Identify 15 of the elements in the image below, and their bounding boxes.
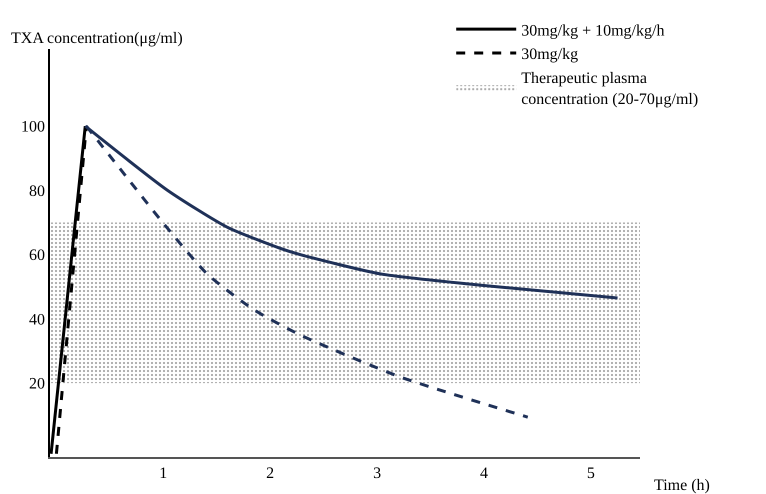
x-tick-label: 5 [586, 465, 595, 482]
y-tick-label: 80 [29, 182, 46, 200]
y-tick-label: 100 [21, 118, 46, 136]
x-axis-title: Time (h) [654, 477, 710, 494]
x-tick-label: 2 [266, 465, 274, 482]
legend-label: 30mg/kg [521, 46, 578, 64]
x-tick-label: 1 [159, 465, 168, 482]
x-tick-label: 3 [373, 465, 382, 482]
x-tick-label: 4 [480, 465, 488, 482]
legend-label: Therapeutic plasma concentration (20-70μg/ml) [521, 70, 698, 108]
y-tick-label: 20 [29, 376, 46, 393]
legend-label: 30mg/kg + 10mg/kg/h [521, 22, 664, 40]
y-axis-title: TXA concentration(μg/ml) [11, 30, 183, 47]
y-tick-label: 40 [29, 311, 46, 328]
y-tick-label: 60 [29, 247, 46, 264]
